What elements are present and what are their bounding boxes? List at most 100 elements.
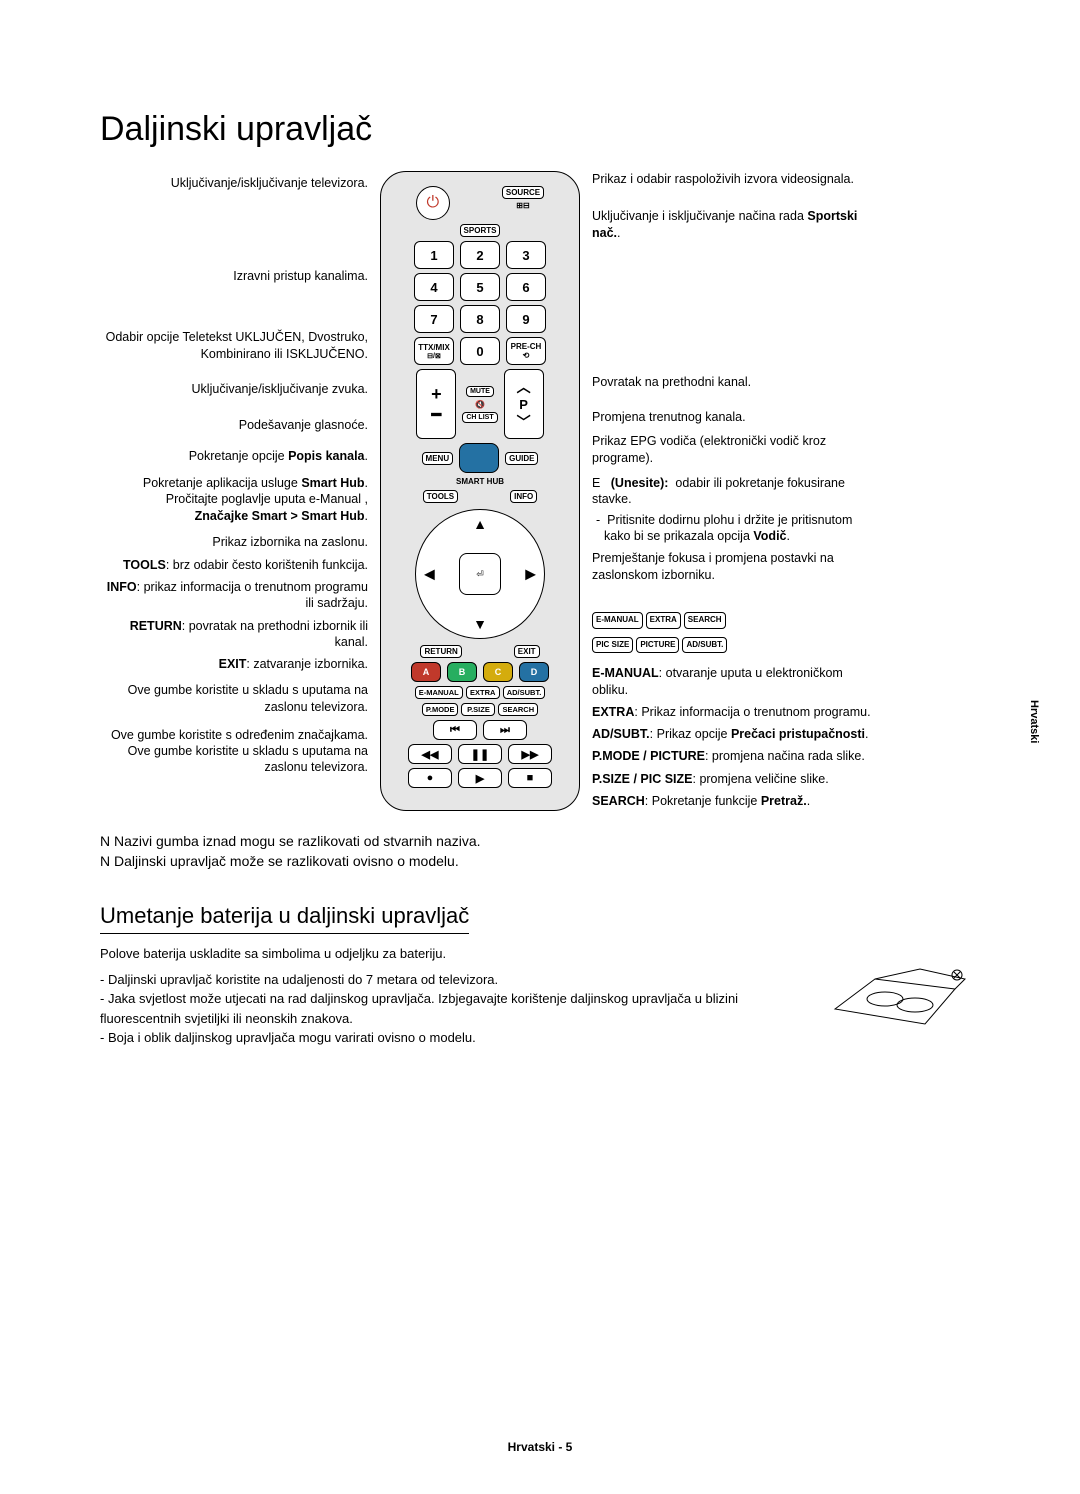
- prev-button[interactable]: ⏮: [433, 720, 477, 740]
- desc-pmode: P.MODE / PICTURE: promjena načina rada s…: [592, 748, 880, 764]
- rec-button[interactable]: ●: [408, 768, 452, 788]
- info-button[interactable]: INFO: [510, 490, 537, 503]
- desc-channel: Promjena trenutnog kanala.: [592, 409, 880, 426]
- ttx-button[interactable]: TTX/MIX⊟/⊠: [414, 337, 454, 365]
- color-c-button[interactable]: C: [483, 662, 513, 682]
- rew-button[interactable]: ◀◀: [408, 744, 452, 764]
- desc-guide: Prikaz EPG vodiča (elektronički vodič kr…: [592, 433, 880, 467]
- emanual-button[interactable]: E-MANUAL: [415, 686, 463, 699]
- nav-pad[interactable]: ▲ ▼ ◀ ▶ ⏎: [415, 509, 545, 639]
- exit-button[interactable]: EXIT: [514, 645, 540, 658]
- desc-ttx: Odabir opcije Teletekst UKLJUČEN, Dvostr…: [100, 329, 368, 363]
- menu-button[interactable]: MENU: [422, 452, 454, 465]
- nav-down-icon: ▼: [473, 616, 487, 632]
- ff-button[interactable]: ▶▶: [508, 744, 552, 764]
- desc-chlist: Pokretanje opcije Popis kanala.: [100, 448, 368, 465]
- battery-heading: Umetanje baterija u daljinski upravljač: [100, 903, 469, 934]
- mute-button[interactable]: MUTE: [466, 386, 494, 397]
- pmode-button[interactable]: P.MODE: [422, 703, 459, 716]
- desc-adsubt: AD/SUBT.: Prikaz opcije Prečaci pristupa…: [592, 726, 880, 742]
- desc-psize: P.SIZE / PIC SIZE: promjena veličine sli…: [592, 771, 880, 787]
- key-2[interactable]: 2: [460, 241, 500, 269]
- nav-right-icon: ▶: [525, 566, 536, 583]
- manual-page: Daljinski upravljač Uključivanje/isključ…: [0, 0, 1080, 1108]
- key-9[interactable]: 9: [506, 305, 546, 333]
- search-button[interactable]: SEARCH: [498, 703, 538, 716]
- desc-numpad: Izravni pristup kanalima.: [100, 268, 368, 285]
- desc-emanual: E-MANUAL: otvaranje uputa u elektroničko…: [592, 665, 880, 698]
- battery-bullet-1: Daljinski upravljač koristite na udaljen…: [100, 970, 800, 990]
- page-footer: Hrvatski - 5: [0, 1440, 1080, 1454]
- desc-volume: Podešavanje glasnoće.: [100, 417, 368, 434]
- play-button[interactable]: ▶: [458, 768, 502, 788]
- media-row2: ◀◀ ❚❚ ▶▶: [389, 744, 571, 764]
- channel-rocker[interactable]: ︿ P ﹀: [504, 369, 544, 439]
- extra-button[interactable]: EXTRA: [466, 686, 500, 699]
- desc-nav: Premještanje fokusa i promjena postavki …: [592, 550, 880, 584]
- tools-button[interactable]: TOOLS: [423, 490, 458, 503]
- desc-search: SEARCH: Pokretanje funkcije Pretraž..: [592, 793, 880, 809]
- nav-up-icon: ▲: [473, 516, 487, 532]
- extra-buttons-row2: P.MODE P.SIZE SEARCH: [389, 703, 571, 716]
- page-title: Daljinski upravljač: [100, 110, 980, 149]
- chlist-button[interactable]: CH LIST: [462, 412, 497, 423]
- desc-info: INFO: prikaz informacija o trenutnom pro…: [100, 579, 368, 612]
- key-7[interactable]: 7: [414, 305, 454, 333]
- note-2: Daljinski upravljač može se razlikovati …: [100, 853, 980, 869]
- desc-prech: Povratak na prethodni kanal.: [592, 374, 880, 391]
- battery-text: Polove baterija uskladite sa simbolima u…: [100, 944, 800, 1048]
- key-0[interactable]: 0: [460, 337, 500, 365]
- key-6[interactable]: 6: [506, 273, 546, 301]
- extra-buttons-row1: E-MANUAL EXTRA AD/SUBT.: [389, 686, 571, 699]
- color-a-button[interactable]: A: [411, 662, 441, 682]
- guide-button[interactable]: GUIDE: [505, 452, 538, 465]
- prech-button[interactable]: PRE-CH⟲: [506, 337, 546, 365]
- note-1: Nazivi gumba iznad mogu se razlikovati o…: [100, 833, 980, 849]
- key-3[interactable]: 3: [506, 241, 546, 269]
- desc-sports: Uključivanje i isključivanje načina rada…: [592, 208, 880, 242]
- language-tab: Hrvatski: [1028, 700, 1040, 743]
- source-button[interactable]: SOURCE ⊞⊟: [502, 186, 544, 220]
- pause-button[interactable]: ❚❚: [458, 744, 502, 764]
- enter-button[interactable]: ⏎: [459, 553, 501, 595]
- color-buttons: A B C D: [389, 662, 571, 682]
- key-8[interactable]: 8: [460, 305, 500, 333]
- desc-menu: Prikaz izbornika na zaslonu.: [100, 534, 368, 551]
- media-row3: ● ▶ ■: [389, 768, 571, 788]
- right-button-grid: E-MANUAL EXTRA SEARCH PIC SIZE PICTURE A…: [592, 608, 880, 658]
- color-b-button[interactable]: B: [447, 662, 477, 682]
- volume-rocker[interactable]: +━: [416, 369, 456, 439]
- power-button[interactable]: ⏻: [416, 186, 450, 220]
- desc-enter: E (Unesite): odabir ili pokretanje fokus…: [592, 475, 880, 544]
- smarthub-label: SMART HUB: [389, 477, 571, 486]
- desc-media-buttons: Ove gumbe koristite s određenim značajka…: [100, 727, 368, 776]
- desc-color-buttons: Ove gumbe koristite u skladu s uputama n…: [100, 682, 368, 715]
- right-descriptions: Prikaz i odabir raspoloživih izvora vide…: [580, 171, 880, 815]
- battery-bullet-2: Jaka svjetlost može utjecati na rad dalj…: [100, 989, 800, 1028]
- return-button[interactable]: RETURN: [420, 645, 461, 658]
- next-button[interactable]: ⏭: [483, 720, 527, 740]
- nav-left-icon: ◀: [424, 566, 435, 583]
- psize-button[interactable]: P.SIZE: [461, 703, 495, 716]
- key-1[interactable]: 1: [414, 241, 454, 269]
- numpad-row1: 1 2 3: [389, 241, 571, 269]
- color-d-button[interactable]: D: [519, 662, 549, 682]
- key-4[interactable]: 4: [414, 273, 454, 301]
- footnotes: Nazivi gumba iznad mogu se razlikovati o…: [100, 833, 980, 869]
- media-row1: ⏮ ⏭: [389, 720, 571, 740]
- adsubt-button[interactable]: AD/SUBT.: [503, 686, 546, 699]
- desc-mute: Uključivanje/isključivanje zvuka.: [100, 381, 368, 398]
- battery-bullet-3: Boja i oblik daljinskog upravljača mogu …: [100, 1028, 800, 1048]
- battery-section: Polove baterija uskladite sa simbolima u…: [100, 944, 980, 1048]
- stop-button[interactable]: ■: [508, 768, 552, 788]
- desc-return: RETURN: povratak na prethodni izbornik i…: [100, 618, 368, 651]
- desc-exit: EXIT: zatvaranje izbornika.: [100, 656, 368, 672]
- desc-tools: TOOLS: brz odabir često korištenih funkc…: [100, 557, 368, 573]
- smarthub-button[interactable]: [459, 443, 499, 473]
- desc-extra: EXTRA: Prikaz informacija o trenutnom pr…: [592, 704, 880, 720]
- sports-button[interactable]: SPORTS: [460, 224, 501, 237]
- remote-control: ⏻ SOURCE ⊞⊟ SPORTS 1 2 3 4 5 6 7 8: [380, 171, 580, 811]
- key-5[interactable]: 5: [460, 273, 500, 301]
- remote-diagram: Uključivanje/isključivanje televizora. I…: [100, 171, 980, 815]
- desc-smarthub: Pokretanje aplikacija usluge Smart Hub. …: [100, 475, 368, 524]
